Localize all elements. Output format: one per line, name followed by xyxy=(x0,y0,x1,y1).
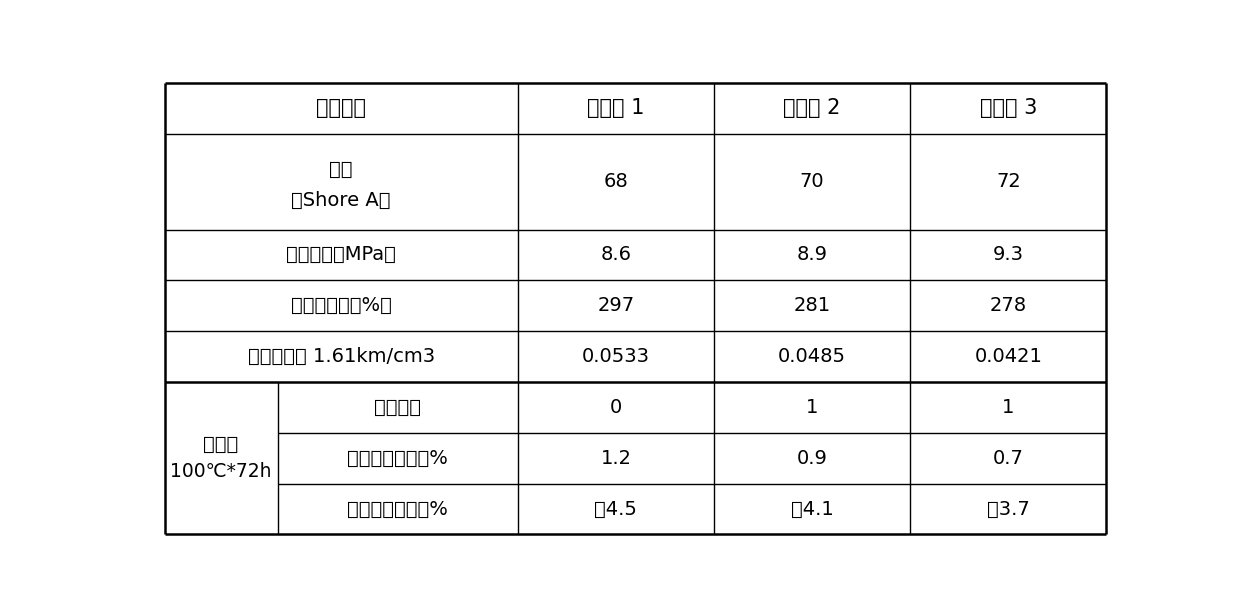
Text: 0.7: 0.7 xyxy=(993,448,1024,467)
Text: 硬度: 硬度 xyxy=(330,160,353,179)
Text: 1: 1 xyxy=(1002,398,1014,417)
Text: 硬度变化: 硬度变化 xyxy=(374,398,422,417)
Text: 0.0421: 0.0421 xyxy=(975,347,1043,366)
Text: 断裂伸长变化率%: 断裂伸长变化率% xyxy=(347,499,448,519)
Text: 热老化: 热老化 xyxy=(203,434,239,453)
Text: 68: 68 xyxy=(604,172,629,191)
Text: 断裂伸长率（%）: 断裂伸长率（%） xyxy=(290,296,392,315)
Text: 8.9: 8.9 xyxy=(796,246,827,265)
Text: 抗拉强度（MPa）: 抗拉强度（MPa） xyxy=(286,246,396,265)
Text: 297: 297 xyxy=(598,296,635,315)
Text: 实施例 1: 实施例 1 xyxy=(588,98,645,118)
Text: 0.9: 0.9 xyxy=(796,448,827,467)
Text: －3.7: －3.7 xyxy=(987,499,1029,519)
Text: 0: 0 xyxy=(610,398,622,417)
Text: 检验项目: 检验项目 xyxy=(316,98,366,118)
Text: 阿克隆磨耗 1.61km/cm3: 阿克隆磨耗 1.61km/cm3 xyxy=(248,347,435,366)
Text: －4.1: －4.1 xyxy=(791,499,833,519)
Text: －4.5: －4.5 xyxy=(594,499,637,519)
Text: 抗拉强度变化率%: 抗拉强度变化率% xyxy=(347,448,448,467)
Text: 8.6: 8.6 xyxy=(600,246,631,265)
Text: （Shore A）: （Shore A） xyxy=(291,191,391,210)
Text: 实施例 2: 实施例 2 xyxy=(784,98,841,118)
Text: 72: 72 xyxy=(996,172,1021,191)
Text: 9.3: 9.3 xyxy=(993,246,1024,265)
Text: 70: 70 xyxy=(800,172,825,191)
Text: 0.0533: 0.0533 xyxy=(582,347,650,366)
Text: 0.0485: 0.0485 xyxy=(777,347,846,366)
Text: 实施例 3: 实施例 3 xyxy=(980,98,1037,118)
Text: 281: 281 xyxy=(794,296,831,315)
Text: 278: 278 xyxy=(990,296,1027,315)
Text: 100℃*72h: 100℃*72h xyxy=(170,462,272,481)
Text: 1.2: 1.2 xyxy=(600,448,631,467)
Text: 1: 1 xyxy=(806,398,818,417)
